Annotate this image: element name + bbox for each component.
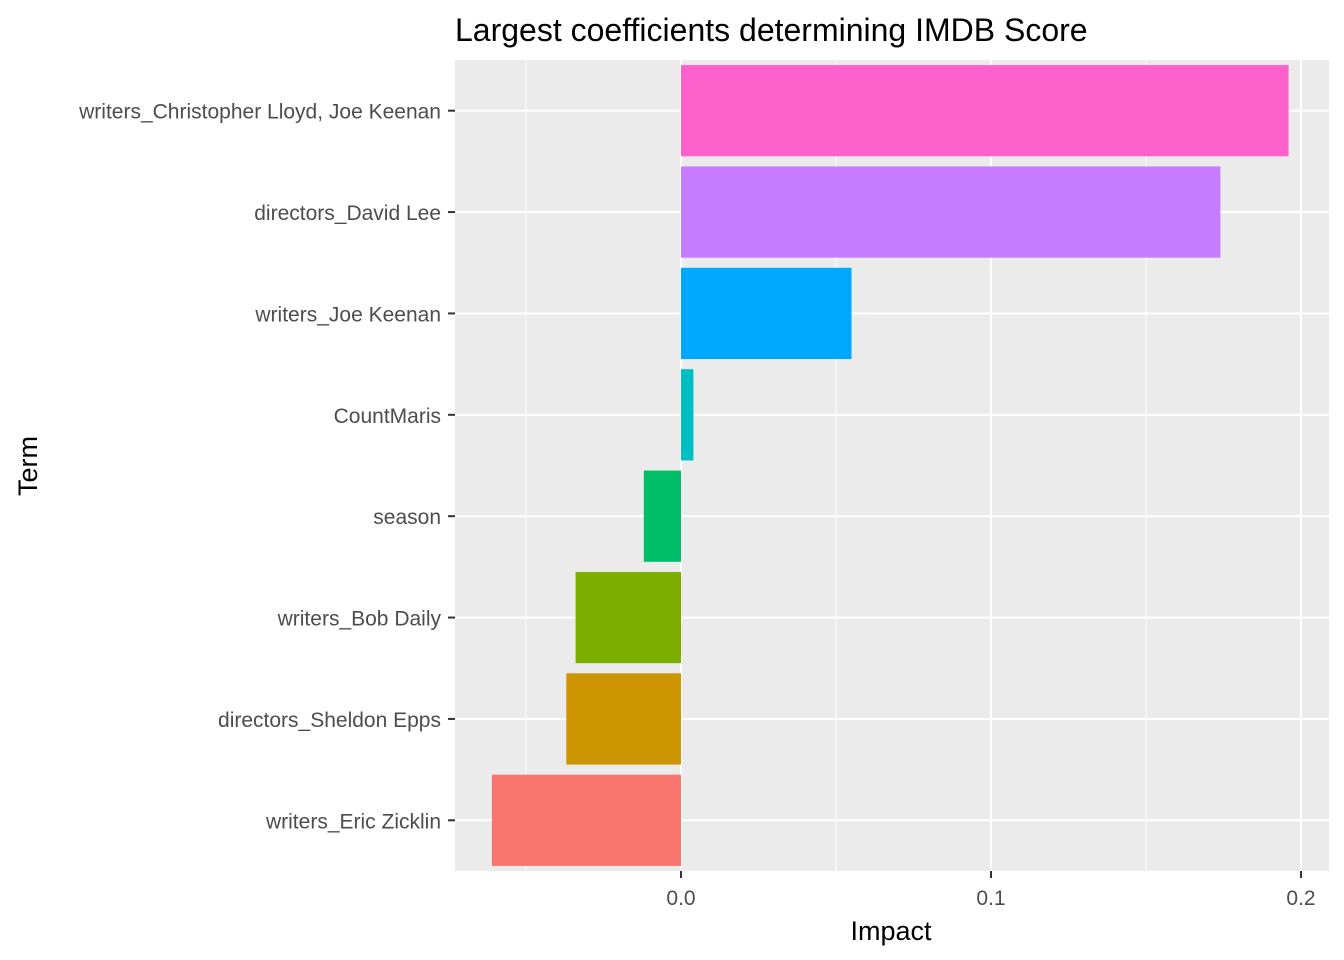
- x-tick-label: 0.1: [976, 887, 1005, 910]
- bar: [491, 774, 681, 866]
- chart-title: Largest coefficients determining IMDB Sc…: [455, 12, 1088, 48]
- bar: [681, 65, 1289, 157]
- bar: [681, 369, 694, 461]
- y-tick-label: season: [373, 506, 441, 529]
- bar: [575, 571, 681, 664]
- bar: [681, 267, 852, 360]
- x-tick-label: 0.0: [666, 887, 695, 910]
- y-tick-label: directors_David Lee: [254, 202, 441, 225]
- x-tick-label: 0.2: [1286, 887, 1315, 910]
- y-tick-label: writers_Christopher Lloyd, Joe Keenan: [78, 101, 441, 124]
- bar: [643, 470, 681, 562]
- y-tick-label: writers_Joe Keenan: [254, 303, 441, 326]
- y-tick-label: writers_Bob Daily: [277, 608, 442, 631]
- x-axis-title: Impact: [850, 916, 932, 946]
- y-axis-title: Term: [13, 436, 43, 496]
- bars: [491, 65, 1289, 866]
- y-tick-label: writers_Eric Zicklin: [265, 810, 441, 833]
- y-axis: writers_Christopher Lloyd, Joe Keenan dir…: [78, 101, 455, 833]
- x-axis: 0.0 0.1 0.2: [666, 871, 1316, 910]
- y-tick-label: CountMaris: [334, 405, 441, 428]
- bar: [681, 166, 1221, 258]
- y-tick-label: directors_Sheldon Epps: [218, 709, 441, 732]
- bar: [566, 673, 681, 765]
